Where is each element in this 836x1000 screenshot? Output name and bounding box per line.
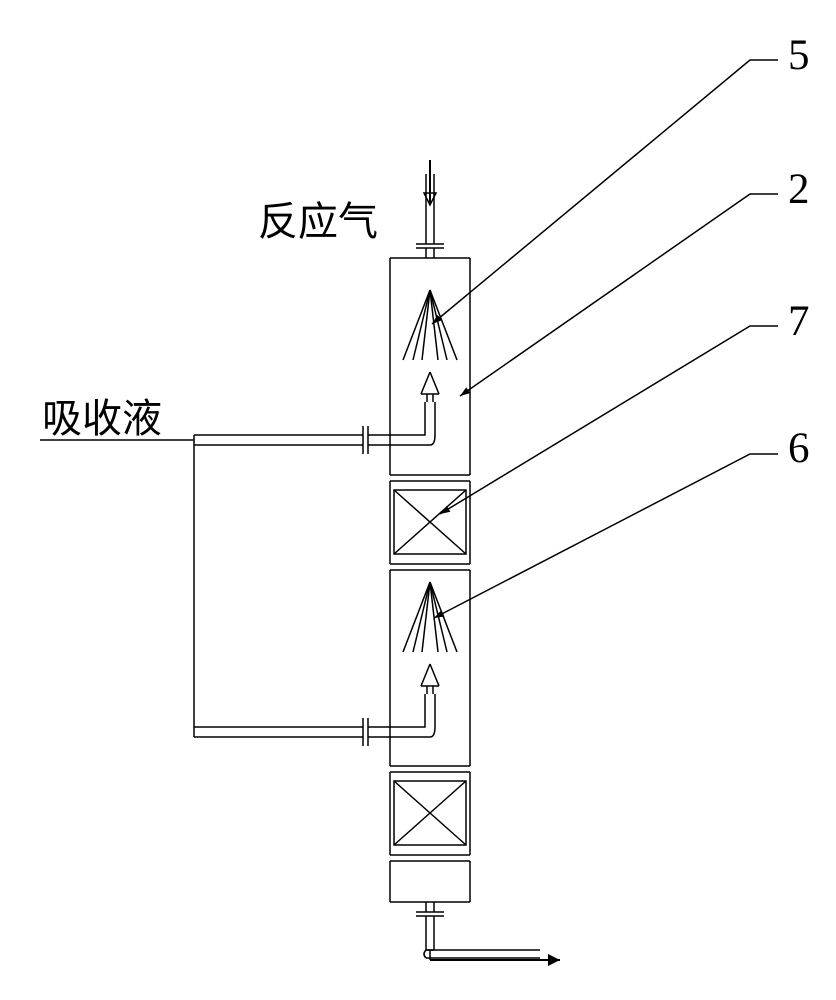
label-reaction-gas: 反应气 [258, 199, 378, 244]
callout-6: 6 [788, 425, 810, 472]
engineering-diagram: 反应气吸收液 5 2 7 6 [0, 0, 836, 1000]
callout-2: 2 [788, 166, 810, 213]
callout-7: 7 [788, 298, 810, 345]
callout-5: 5 [788, 32, 810, 79]
label-absorption-liquid: 吸收液 [42, 396, 162, 441]
